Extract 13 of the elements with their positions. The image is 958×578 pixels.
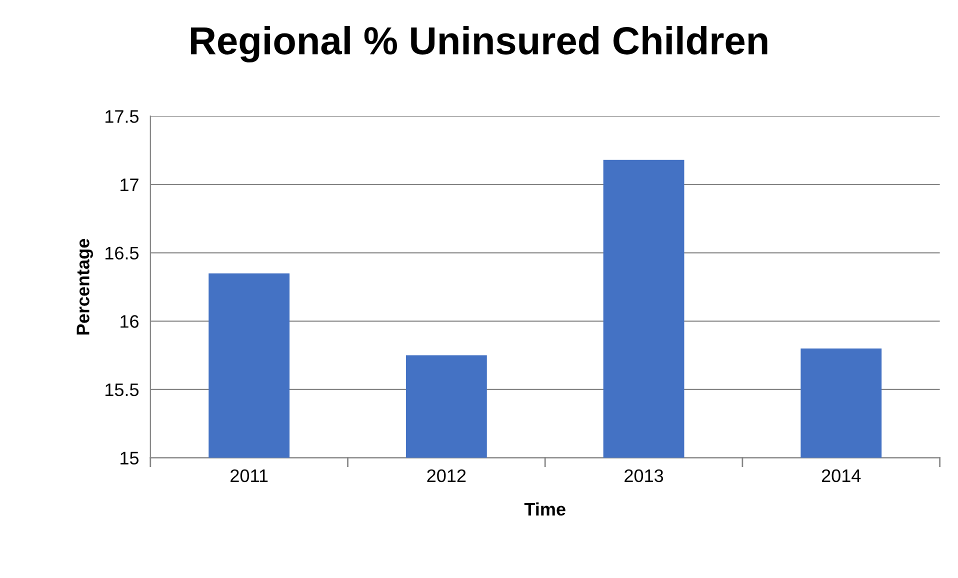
chart-title: Regional % Uninsured Children [191, 26, 768, 62]
y-tick-label: 16 [120, 315, 139, 328]
x-tick-label: 2013 [624, 469, 664, 482]
y-tick-label: 15 [120, 452, 139, 464]
y-tick-label: 16.5 [106, 246, 139, 260]
y-tick-label: 15.5 [106, 384, 139, 396]
y-tick-label: 17.5 [106, 110, 139, 123]
x-tick-label: 2014 [822, 469, 861, 482]
x-tick-label: 2012 [427, 469, 466, 482]
y-axis-title: Percentage [76, 238, 94, 334]
x-axis-title: Time [524, 502, 566, 516]
y-tick-label: 17 [120, 178, 138, 192]
x-tick-label: 2011 [230, 469, 268, 482]
